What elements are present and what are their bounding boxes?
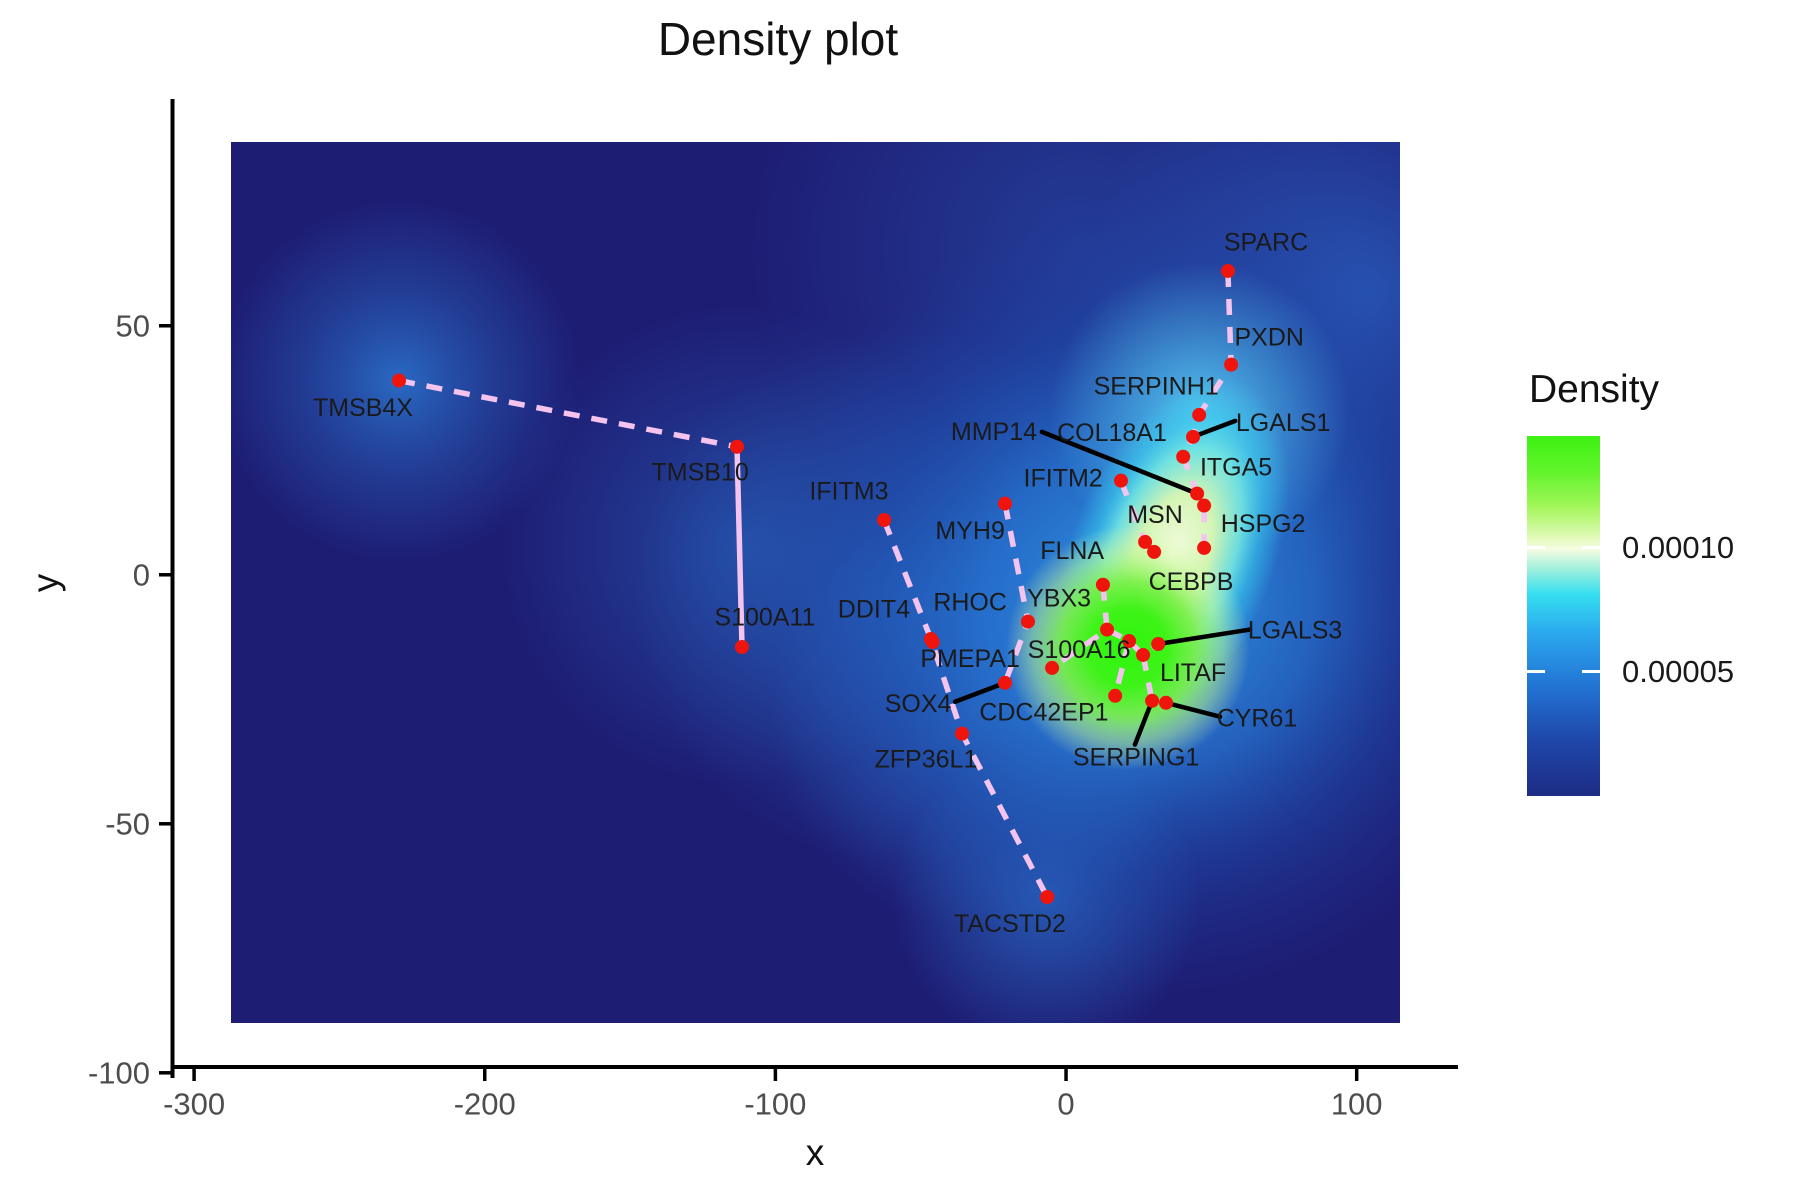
gene-label-SPARC: SPARC (1224, 229, 1308, 257)
gene-label-S100A16: S100A16 (1028, 636, 1131, 664)
x-tick-label: 0 (1057, 1087, 1074, 1122)
pointer-line-LGALS1 (1190, 418, 1238, 440)
x-tick-label: -300 (163, 1087, 225, 1122)
gene-label-SERPING1: SERPING1 (1073, 744, 1199, 772)
gene-point-MMP14 (1190, 486, 1205, 501)
gene-point-PXDN (1224, 357, 1239, 372)
gene-label-TMSB10: TMSB10 (651, 459, 748, 487)
gene-label-COL18A1: COL18A1 (1057, 419, 1167, 447)
gene-label-ZFP36L1: ZFP36L1 (875, 746, 978, 774)
pointer-line-MMP14 (1039, 429, 1200, 496)
gene-label-IFITM3: IFITM3 (809, 478, 888, 506)
gene-label-PXDN: PXDN (1234, 324, 1303, 352)
gene-point-SERPING1 (1145, 693, 1160, 708)
pointer-line-SERPING1 (1132, 698, 1155, 747)
x-tick-label: 100 (1331, 1087, 1383, 1122)
gene-point-COL18A1 (1176, 449, 1191, 464)
gene-point-RHOC (1020, 614, 1035, 629)
gene-label-CDC42EP1: CDC42EP1 (979, 699, 1108, 727)
pointer-line-SOX4 (952, 680, 1008, 705)
gene-label-SOX4: SOX4 (885, 690, 952, 718)
legend-tick-mark (1582, 546, 1600, 550)
trajectory-path-1 (734, 446, 745, 648)
gene-label-LGALS3: LGALS3 (1248, 617, 1343, 645)
legend-tick-mark (1527, 670, 1545, 674)
gene-point-FLNA (1147, 544, 1162, 559)
gene-point-IFITM3 (877, 512, 892, 527)
gene-label-ITGA5: ITGA5 (1200, 454, 1272, 482)
gene-point-PMEPA1 (925, 635, 940, 650)
y-tick-label: 50 (116, 308, 150, 343)
trajectory-path-7 (1105, 627, 1160, 659)
gene-point-IFITM2 (1113, 473, 1128, 488)
x-tick-label: -100 (744, 1087, 806, 1122)
gene-label-SERPINH1: SERPINH1 (1094, 373, 1219, 401)
pointer-line-LGALS3 (1155, 627, 1253, 647)
gene-point-HSPG2 (1197, 540, 1212, 555)
legend-tick-label-0: 0.00010 (1622, 529, 1735, 565)
gene-point-SPARC (1220, 263, 1235, 278)
gene-label-MYH9: MYH9 (935, 517, 1004, 545)
gene-label-LGALS1: LGALS1 (1236, 409, 1331, 437)
x-tick-label: -200 (454, 1087, 516, 1122)
gene-point-CYR61 (1159, 695, 1174, 710)
gene-label-CEBPB: CEBPB (1149, 568, 1234, 596)
trajectory-path-0 (398, 377, 738, 450)
gene-label-RHOC: RHOC (933, 589, 1007, 617)
legend-title: Density (1529, 368, 1660, 411)
gene-point-TMSB4X (391, 373, 406, 388)
gene-label-MSN: MSN (1127, 501, 1183, 529)
gene-point-S100A11 (734, 639, 749, 654)
gene-point-SERPINH1 (1192, 407, 1207, 422)
gene-point-TMSB10 (730, 439, 745, 454)
gene-point-LGALS1 (1186, 429, 1201, 444)
legend-tick-mark (1582, 670, 1600, 674)
trajectory-path-2 (881, 518, 1050, 899)
gene-point-MSN (1138, 534, 1153, 549)
y-axis-title: y (25, 573, 66, 593)
legend-colorbar (1527, 436, 1600, 796)
gene-label-IFITM2: IFITM2 (1024, 465, 1103, 493)
gene-label-YBX3: YBX3 (1027, 585, 1091, 613)
gene-point-CEBPB (1136, 647, 1151, 662)
gene-label-CYR61: CYR61 (1217, 705, 1298, 733)
gene-label-LITAF: LITAF (1160, 659, 1226, 687)
gene-point-LGALS3 (1151, 637, 1166, 652)
gene-label-FLNA: FLNA (1040, 537, 1104, 565)
density-field (231, 142, 1400, 1023)
gene-point-ITGA5 (1197, 498, 1212, 513)
legend-tick-mark (1527, 546, 1545, 550)
gene-label-TACSTD2: TACSTD2 (954, 910, 1066, 938)
gene-point-SOX4 (998, 675, 1013, 690)
gene-label-S100A11: S100A11 (714, 604, 815, 632)
gene-label-TMSB4X: TMSB4X (313, 394, 413, 422)
chart-title: Density plot (657, 13, 899, 65)
y-tick-label: 0 (133, 557, 150, 592)
y-tick-label: -50 (105, 806, 150, 841)
gene-point-S100A16 (1045, 660, 1060, 675)
gene-point-MYH9 (998, 496, 1013, 511)
gene-label-DDIT4: DDIT4 (838, 596, 910, 624)
gene-point-YBX3 (1095, 577, 1110, 592)
pointer-line-CYR61 (1163, 700, 1223, 719)
trajectory-path-9 (1112, 640, 1132, 697)
gene-point-CDC42EP1 (1108, 688, 1123, 703)
unlabeled-point-0 (1100, 622, 1115, 637)
gene-label-MMP14: MMP14 (951, 418, 1037, 446)
y-tick-label: -100 (88, 1055, 150, 1090)
legend-tick-label-1: 0.00005 (1622, 653, 1735, 689)
x-axis-title: x (805, 1132, 825, 1173)
gene-point-LITAF (1122, 634, 1137, 649)
gene-label-HSPG2: HSPG2 (1221, 510, 1306, 538)
gene-point-ZFP36L1 (954, 726, 969, 741)
trajectory-path-6 (1050, 584, 1110, 671)
gene-label-PMEPA1: PMEPA1 (920, 645, 1020, 673)
gene-point-TACSTD2 (1040, 890, 1055, 905)
